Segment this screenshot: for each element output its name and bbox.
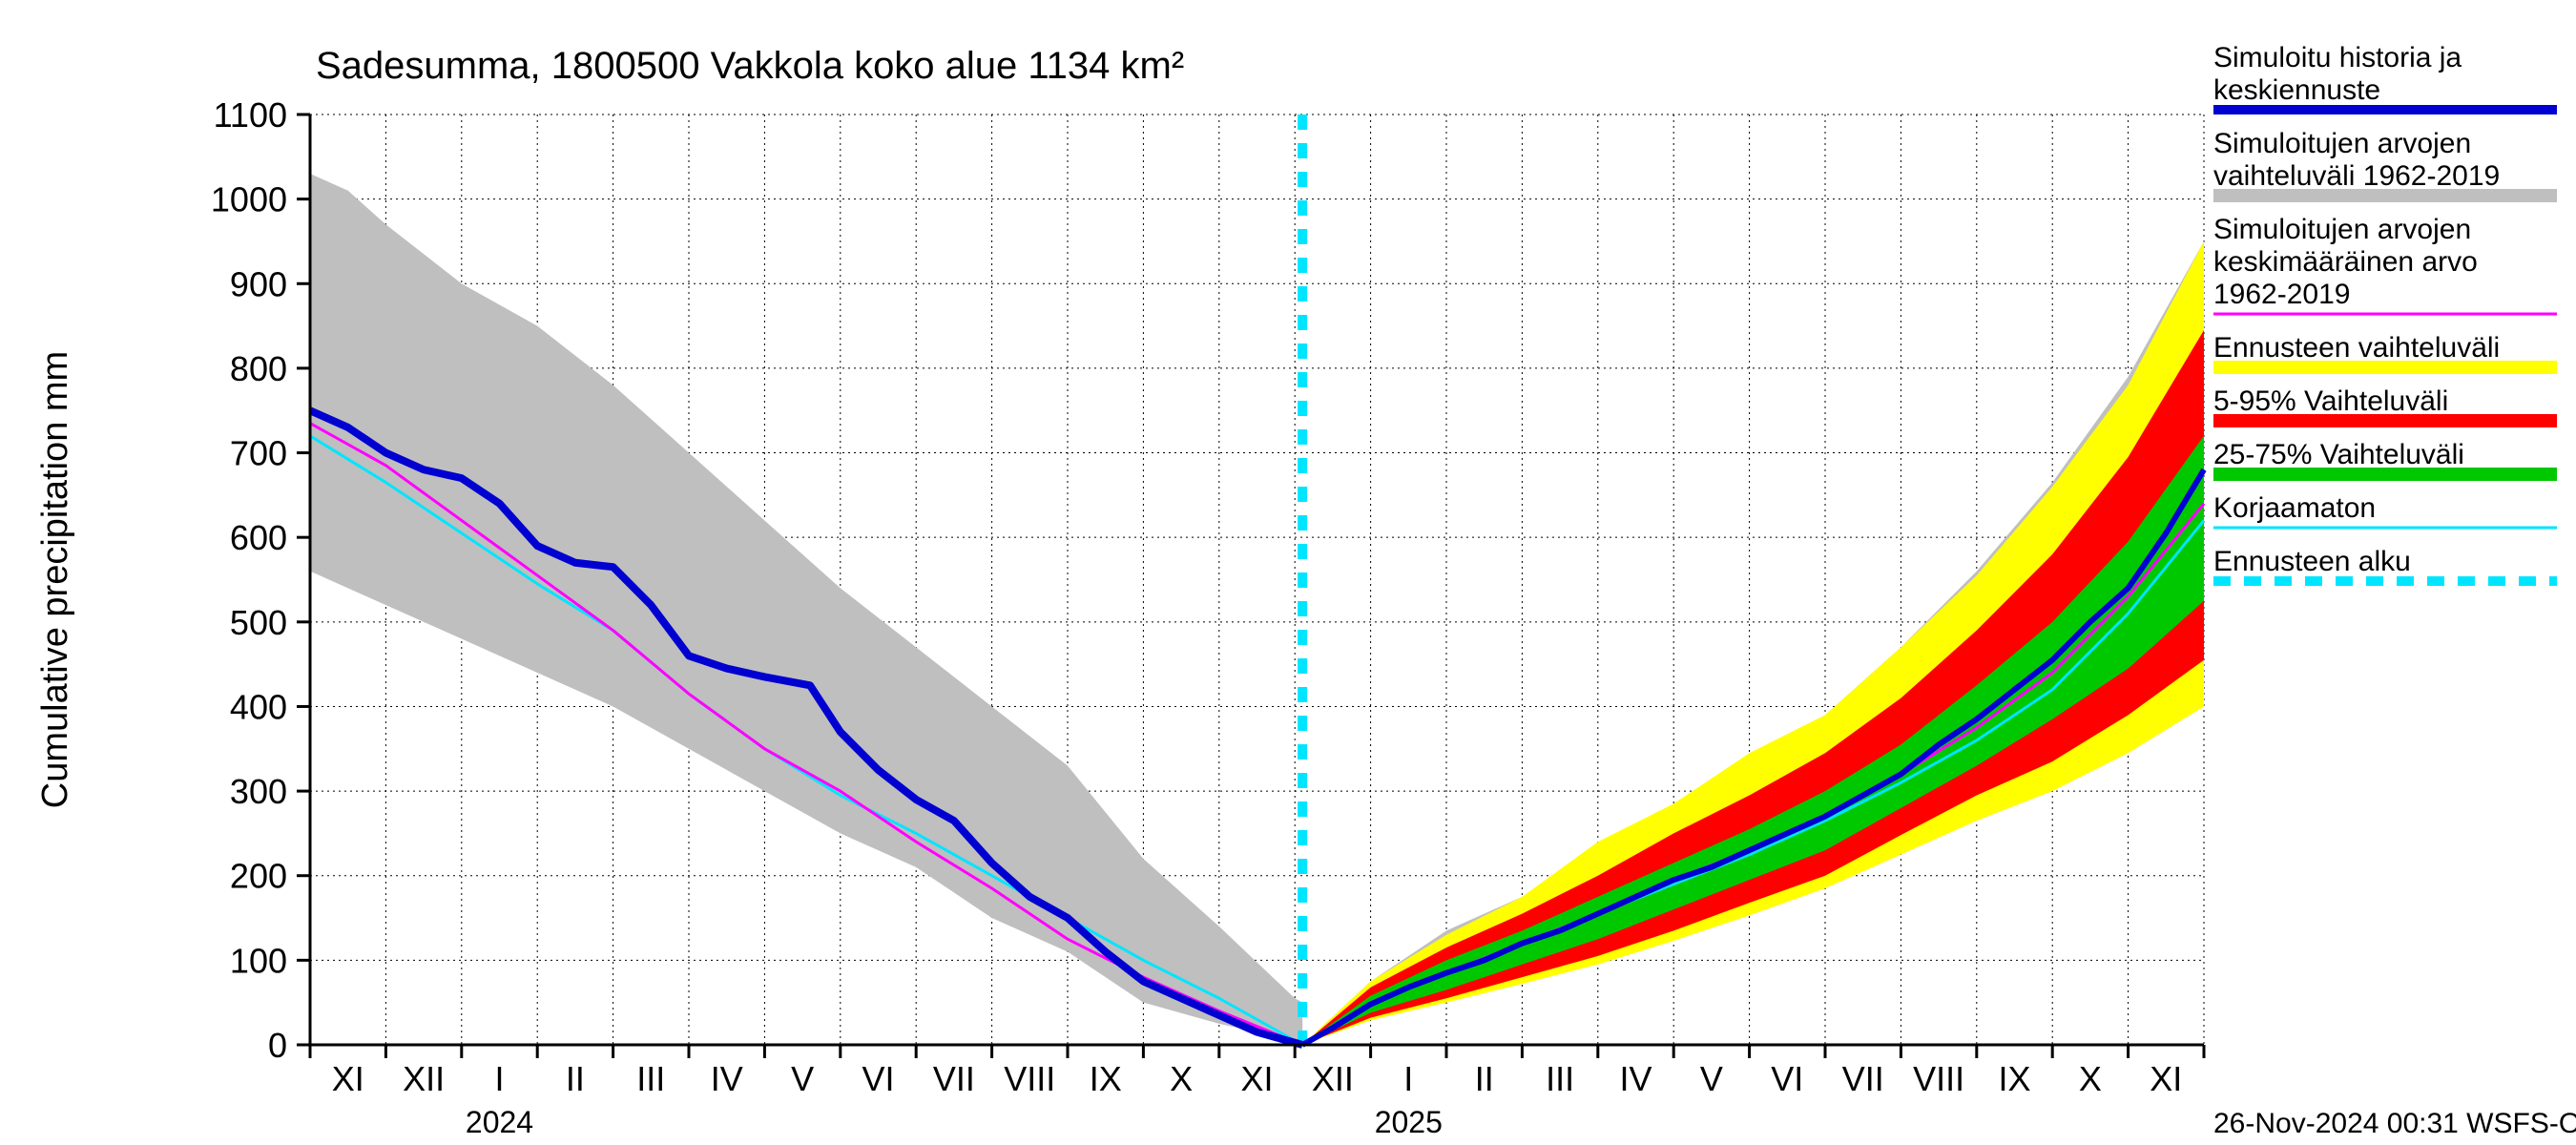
x-month-label: II <box>1475 1059 1494 1098</box>
x-month-label: VIII <box>1004 1059 1055 1098</box>
x-month-label: VI <box>862 1059 894 1098</box>
y-tick-label: 700 <box>230 434 287 473</box>
legend-label: Simuloitujen arvojen <box>2213 128 2471 159</box>
x-month-label: VII <box>933 1059 975 1098</box>
x-month-label: XI <box>2150 1059 2182 1098</box>
x-month-label: XII <box>1312 1059 1354 1098</box>
legend-label: keskimääräinen arvo <box>2213 246 2478 278</box>
legend-label: Ennusteen alku <box>2213 546 2411 577</box>
legend-swatch <box>2213 468 2557 481</box>
y-tick-label: 900 <box>230 264 287 303</box>
footer-timestamp: 26-Nov-2024 00:31 WSFS-O <box>2213 1108 2576 1139</box>
y-tick-label: 500 <box>230 603 287 642</box>
x-month-label: X <box>1170 1059 1193 1098</box>
x-month-label: V <box>791 1059 814 1098</box>
chart-root: 010020030040050060070080090010001100XIXI… <box>0 0 2576 1145</box>
legend-label: Simuloitujen arvojen <box>2213 214 2471 245</box>
legend-swatch <box>2213 414 2557 427</box>
legend-label: 25-75% Vaihteluväli <box>2213 439 2464 470</box>
x-year-label: 2025 <box>1375 1105 1443 1139</box>
x-month-label: VI <box>1771 1059 1803 1098</box>
y-tick-label: 1100 <box>214 95 287 135</box>
y-tick-label: 100 <box>230 941 287 980</box>
x-month-label: IV <box>711 1059 743 1098</box>
x-month-label: XI <box>1240 1059 1273 1098</box>
legend-swatch <box>2213 361 2557 374</box>
legend-swatch <box>2213 189 2557 202</box>
x-month-label: III <box>1546 1059 1574 1098</box>
y-tick-label: 800 <box>230 349 287 388</box>
y-tick-label: 300 <box>230 772 287 811</box>
legend-label: 5-95% Vaihteluväli <box>2213 385 2448 417</box>
band-gray_hist <box>310 174 1302 1045</box>
x-month-label: VII <box>1842 1059 1884 1098</box>
x-month-label: II <box>566 1059 585 1098</box>
legend-label: keskiennuste <box>2213 74 2380 106</box>
y-tick-label: 400 <box>230 687 287 726</box>
legend-label: Korjaamaton <box>2213 492 2376 524</box>
x-month-label: III <box>636 1059 665 1098</box>
chart-title: Sadesumma, 1800500 Vakkola koko alue 113… <box>316 45 1184 87</box>
x-month-label: I <box>494 1059 504 1098</box>
x-month-label: XII <box>403 1059 445 1098</box>
y-tick-label: 0 <box>268 1026 287 1065</box>
x-month-label: XI <box>332 1059 364 1098</box>
y-tick-label: 200 <box>230 857 287 896</box>
x-month-label: IX <box>1998 1059 2030 1098</box>
x-month-label: VIII <box>1913 1059 1964 1098</box>
x-month-label: IV <box>1619 1059 1652 1098</box>
x-month-label: I <box>1403 1059 1413 1098</box>
precipitation-chart: 010020030040050060070080090010001100XIXI… <box>0 0 2576 1145</box>
legend-label: Ennusteen vaihteluväli <box>2213 332 2500 364</box>
legend-label: vaihteluväli 1962-2019 <box>2213 160 2500 192</box>
y-axis-label: Cumulative precipitation mm <box>35 351 75 808</box>
x-month-label: V <box>1700 1059 1723 1098</box>
bands <box>310 174 2204 1045</box>
x-year-label: 2024 <box>466 1105 533 1139</box>
y-tick-label: 600 <box>230 518 287 557</box>
y-tick-label: 1000 <box>211 180 287 219</box>
legend-label: Simuloitu historia ja <box>2213 42 2462 73</box>
x-month-label: X <box>2079 1059 2102 1098</box>
legend-label: 1962-2019 <box>2213 279 2350 310</box>
x-month-label: IX <box>1090 1059 1122 1098</box>
legend: Simuloitu historia jakeskiennuste Simuloi… <box>2213 42 2557 581</box>
